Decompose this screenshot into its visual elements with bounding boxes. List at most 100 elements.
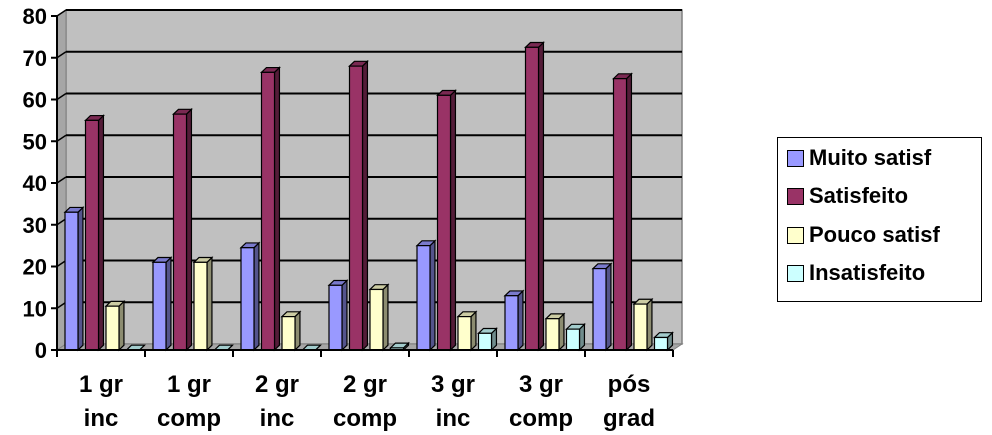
bar-front-pouco-satisf-3: [369, 288, 384, 351]
y-tick-label-50: 50: [23, 129, 47, 154]
bar-front-pouco-satisf-5: [545, 318, 560, 351]
bar-front-satisfeito-1: [172, 113, 188, 351]
x-tick-label-0-line-0: 1 gr: [79, 371, 123, 398]
x-tick-label-2-line-1: inc: [260, 405, 295, 432]
y-tick-label-40: 40: [23, 171, 47, 196]
bar-front-pouco-satisf-2: [281, 316, 296, 351]
bar-insatisfeito-4: [477, 327, 498, 352]
x-tick-label-5-line-0: 3 gr: [519, 371, 563, 398]
bar-satisfeito-3: [348, 59, 369, 352]
bar-side-pouco-satisf-5: [558, 312, 565, 352]
y-tick-label-70: 70: [23, 46, 47, 71]
bar-side-muito-satisf-0: [77, 206, 84, 352]
legend-item-muito-satisf: Muito satisf: [787, 144, 931, 172]
bar-insatisfeito-3: [389, 341, 410, 352]
bar-side-pouco-satisf-3: [382, 283, 389, 352]
y-tick-label-30: 30: [23, 213, 47, 238]
bar-side-satisfeito-5: [537, 41, 545, 352]
x-tick-label-4: 3 gr inc: [431, 371, 475, 432]
bar-insatisfeito-6: [653, 331, 674, 352]
bar-pouco-satisf-2: [280, 310, 302, 352]
bar-side-satisfeito-6: [625, 72, 633, 352]
bar-side-muito-satisf-6: [605, 262, 612, 352]
bar-muito-satisf-0: [63, 206, 85, 352]
legend-swatch-muito-satisf: [787, 149, 804, 167]
y-tick-label-20: 20: [23, 255, 47, 280]
bar-front-insatisfeito-6: [653, 336, 669, 351]
x-tick-label-5-line-1: comp: [509, 405, 573, 432]
bar-muito-satisf-3: [327, 279, 349, 352]
x-tick-label-1: 1 gr comp: [157, 371, 221, 432]
bar-front-muito-satisf-6: [592, 267, 607, 351]
gridline-side-80: [56, 9, 67, 17]
bar-side-satisfeito-4: [449, 89, 457, 352]
bar-pouco-satisf-4: [456, 310, 478, 352]
x-tick-label-2: 2 gr inc: [255, 371, 299, 432]
legend-label-insatisfeito: Insatisfeito: [809, 260, 926, 285]
bar-front-insatisfeito-4: [477, 332, 493, 351]
bar-satisfeito-5: [524, 41, 545, 352]
bar-pouco-satisf-6: [632, 297, 654, 352]
bar-muito-satisf-6: [591, 262, 613, 352]
gridline-side-60: [56, 92, 67, 101]
bar-pouco-satisf-0: [104, 299, 126, 352]
legend-label-muito-satisf: Muito satisf: [809, 145, 932, 170]
legend-swatch-pouco-satisf: [787, 226, 804, 244]
x-tick-label-3-line-1: comp: [333, 405, 397, 432]
x-tick-label-6-line-0: pós: [608, 371, 651, 398]
bar-satisfeito-1: [172, 107, 193, 352]
bar-muito-satisf-4: [415, 239, 437, 352]
bars: [63, 41, 674, 352]
x-tick-label-6: pós grad: [603, 371, 655, 432]
bar-front-pouco-satisf-0: [105, 305, 120, 351]
x-tick-label-1-line-1: comp: [157, 405, 221, 432]
bar-side-satisfeito-1: [185, 107, 193, 352]
bar-side-pouco-satisf-2: [294, 310, 301, 352]
legend-swatch-insatisfeito: [787, 264, 804, 282]
bar-front-muito-satisf-3: [328, 284, 343, 351]
bar-front-pouco-satisf-1: [193, 261, 208, 351]
bar-pouco-satisf-3: [368, 283, 390, 352]
bar-front-satisfeito-5: [524, 46, 540, 351]
legend-item-pouco-satisf: Pouco satisf: [787, 221, 940, 249]
legend-item-satisfeito: Satisfeito: [787, 182, 908, 210]
bar-side-pouco-satisf-6: [646, 297, 653, 352]
y-tick-label-10: 10: [23, 296, 47, 321]
bar-front-muito-satisf-4: [416, 245, 431, 351]
bar-front-muito-satisf-1: [152, 261, 167, 351]
bar-satisfeito-4: [436, 89, 457, 352]
bar-side-satisfeito-3: [361, 59, 369, 352]
legend-item-insatisfeito: Insatisfeito: [787, 259, 925, 287]
x-tick-label-2-line-0: 2 gr: [255, 371, 299, 398]
legend-swatch-satisfeito: [787, 187, 804, 205]
bar-front-satisfeito-4: [436, 94, 452, 351]
bar-satisfeito-0: [84, 114, 105, 352]
bar-muito-satisf-2: [239, 241, 261, 352]
bar-front-muito-satisf-2: [240, 247, 255, 351]
legend-label-satisfeito: Satisfeito: [809, 183, 909, 208]
x-tick-label-3-line-0: 2 gr: [343, 371, 387, 398]
bar-side-muito-satisf-3: [341, 279, 348, 352]
gridline-side-70: [56, 51, 67, 59]
bar-muito-satisf-1: [151, 256, 173, 352]
x-tick-label-3: 2 gr comp: [333, 371, 397, 432]
bar-satisfeito-6: [612, 72, 633, 352]
gridline-side-40: [56, 176, 67, 184]
x-tick-label-4-line-1: inc: [436, 405, 471, 432]
bar-front-satisfeito-3: [348, 65, 364, 351]
bar-side-muito-satisf-4: [429, 239, 436, 352]
legend-label-pouco-satisf: Pouco satisf: [809, 222, 940, 247]
y-tick-label-0: 0: [35, 338, 47, 363]
bar-side-muito-satisf-1: [165, 256, 172, 352]
bar-side-pouco-satisf-1: [206, 256, 213, 352]
bar-front-muito-satisf-0: [64, 211, 79, 351]
y-tick-label-80: 80: [23, 4, 47, 29]
bar-satisfeito-2: [260, 66, 281, 352]
x-tick-label-0-line-1: inc: [84, 405, 119, 432]
bar-side-satisfeito-2: [273, 66, 281, 352]
bar-pouco-satisf-1: [192, 256, 214, 352]
bar-muito-satisf-5: [503, 289, 525, 352]
bar-front-pouco-satisf-4: [457, 316, 472, 351]
